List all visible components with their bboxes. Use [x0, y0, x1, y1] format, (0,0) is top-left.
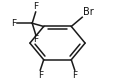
- Text: F: F: [72, 71, 77, 80]
- Text: F: F: [33, 2, 38, 11]
- Text: Br: Br: [82, 7, 93, 17]
- Text: F: F: [37, 71, 42, 80]
- Text: F: F: [33, 35, 38, 44]
- Text: F: F: [11, 19, 17, 28]
